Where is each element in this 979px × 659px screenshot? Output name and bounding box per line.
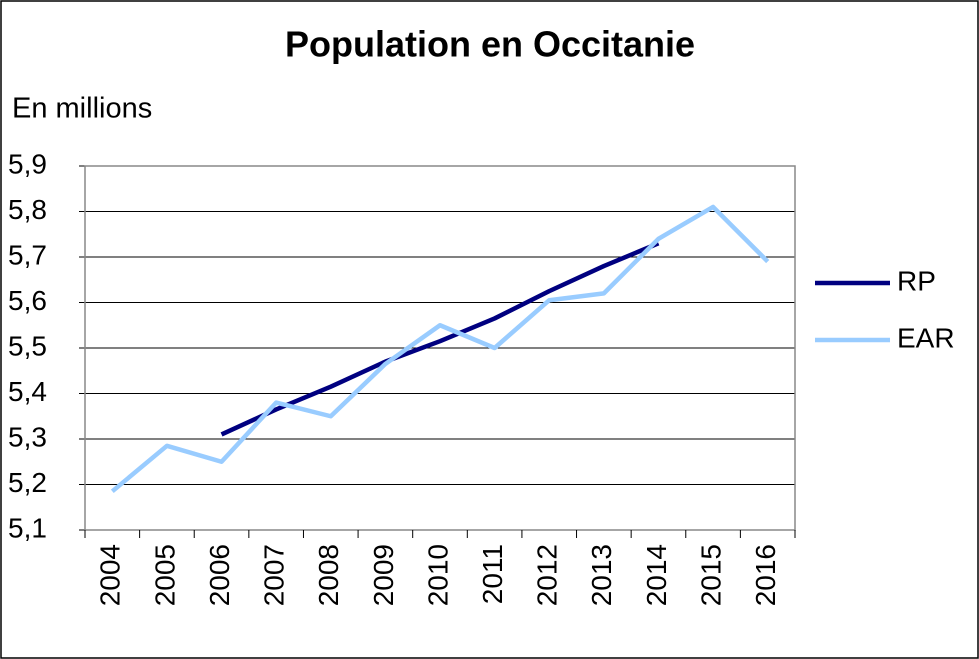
series-line xyxy=(220,241,660,437)
subtitle: En millions xyxy=(12,93,152,125)
x-tick-label: 2008 xyxy=(313,544,344,606)
legend-label: RP xyxy=(897,265,936,296)
x-tick-label: 2014 xyxy=(641,544,672,606)
x-tick-label: 2004 xyxy=(95,544,126,606)
y-tick-label: 5,6 xyxy=(8,285,47,316)
legend-label: EAR xyxy=(897,322,955,353)
x-tick-label: 2011 xyxy=(477,544,508,604)
x-tick-label: 2012 xyxy=(532,544,563,606)
x-tick-label: 2016 xyxy=(750,544,781,606)
y-tick-label: 5,1 xyxy=(8,512,47,543)
y-tick-label: 5,5 xyxy=(8,330,47,361)
y-tick-label: 5,7 xyxy=(8,239,47,270)
x-tick-label: 2007 xyxy=(259,544,290,606)
x-tick-label: 2009 xyxy=(368,544,399,606)
x-tick-label: 2013 xyxy=(586,544,617,606)
y-tick-label: 5,2 xyxy=(8,467,47,498)
series-line xyxy=(110,204,770,494)
y-tick-label: 5,4 xyxy=(8,376,47,407)
x-tick-label: 2010 xyxy=(422,544,453,606)
y-tick-label: 5,3 xyxy=(8,421,47,452)
x-tick-label: 2005 xyxy=(149,544,180,606)
y-tick-label: 5,8 xyxy=(8,194,47,225)
x-tick-label: 2006 xyxy=(204,544,235,606)
x-tick-label: 2015 xyxy=(695,544,726,606)
plot-area xyxy=(84,165,796,531)
chart-title: Population en Occitanie xyxy=(285,24,695,65)
y-tick-label: 5,9 xyxy=(8,148,47,179)
